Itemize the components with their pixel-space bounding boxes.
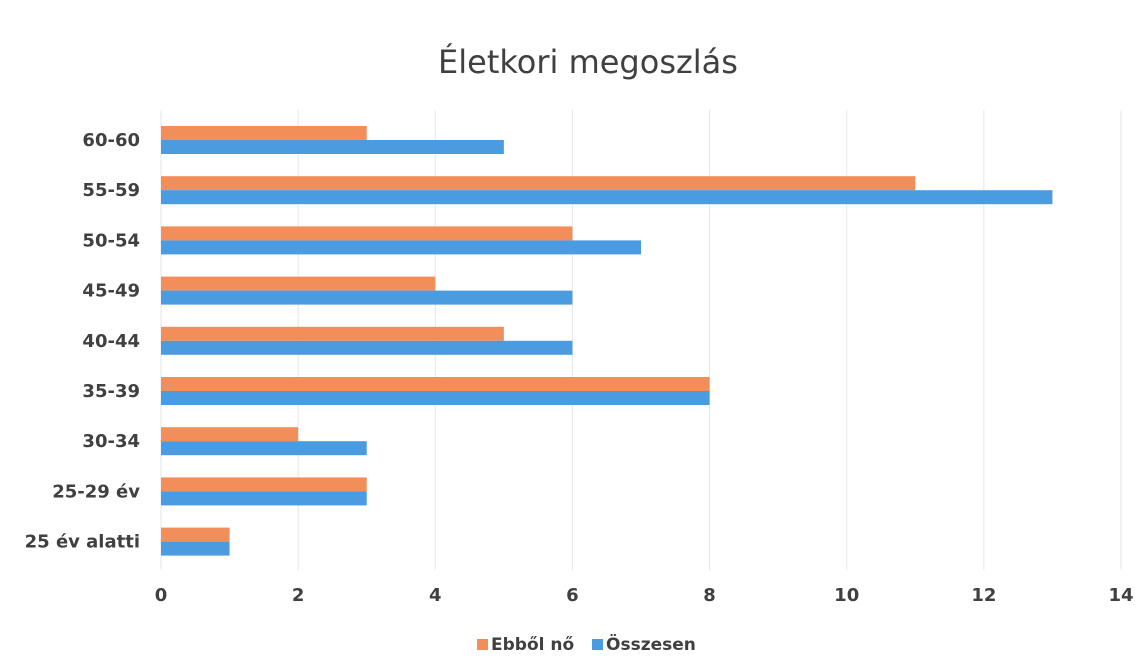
x-tick-label-14: 14 xyxy=(1108,585,1133,606)
bar-ebbol-no xyxy=(161,176,916,191)
bar-ebbol-no xyxy=(161,377,710,391)
category-label: 30-34 xyxy=(82,431,140,452)
legend: Ebből nő Összesen xyxy=(477,633,696,655)
bar-ebbol-no xyxy=(161,427,299,442)
x-tick-label-4: 4 xyxy=(429,585,442,606)
category-label: 60-60 xyxy=(82,130,140,151)
bar-osszesen xyxy=(161,190,1053,205)
category-label: 25 év alatti xyxy=(25,532,140,553)
legend-label: Ebből nő xyxy=(491,635,574,655)
chart-title: Életkori megoszlás xyxy=(438,43,738,81)
category-label: 55-59 xyxy=(82,180,140,201)
bar-ebbol-no xyxy=(161,477,367,492)
x-tick-label-2: 2 xyxy=(292,585,305,606)
legend-swatch xyxy=(592,639,603,650)
category-labels: 60-60 55-59 50-54 45-49 40-44 35-39 30-34 25-29… xyxy=(25,130,141,553)
category-label: 45-49 xyxy=(82,281,140,302)
bar-osszesen xyxy=(161,541,230,556)
category-label: 40-44 xyxy=(82,331,140,352)
bars xyxy=(161,126,1053,556)
category-label: 25-29 év xyxy=(52,481,140,502)
bar-ebbol-no xyxy=(161,326,504,341)
bar-osszesen xyxy=(161,391,710,405)
x-tick-label-8: 8 xyxy=(703,585,716,606)
bar-ebbol-no xyxy=(161,126,367,140)
x-tick-label-6: 6 xyxy=(566,585,579,606)
legend-label: Összesen xyxy=(606,633,696,655)
x-tick-label-10: 10 xyxy=(834,585,859,606)
bar-osszesen xyxy=(161,290,573,305)
bar-ebbol-no xyxy=(161,527,230,542)
bar-osszesen xyxy=(161,140,504,154)
x-axis-tick-labels: 0 2 4 6 8 10 12 14 xyxy=(155,585,1134,606)
category-label: 35-39 xyxy=(82,381,140,402)
category-label: 50-54 xyxy=(82,230,140,251)
legend-swatch xyxy=(477,639,488,650)
bar-osszesen xyxy=(161,240,641,255)
bar-osszesen xyxy=(161,491,367,506)
x-tick-label-0: 0 xyxy=(155,585,168,606)
bar-ebbol-no xyxy=(161,226,573,241)
x-tick-label-12: 12 xyxy=(971,585,996,606)
bar-osszesen xyxy=(161,340,573,355)
bar-osszesen xyxy=(161,441,367,456)
bar-ebbol-no xyxy=(161,276,436,291)
